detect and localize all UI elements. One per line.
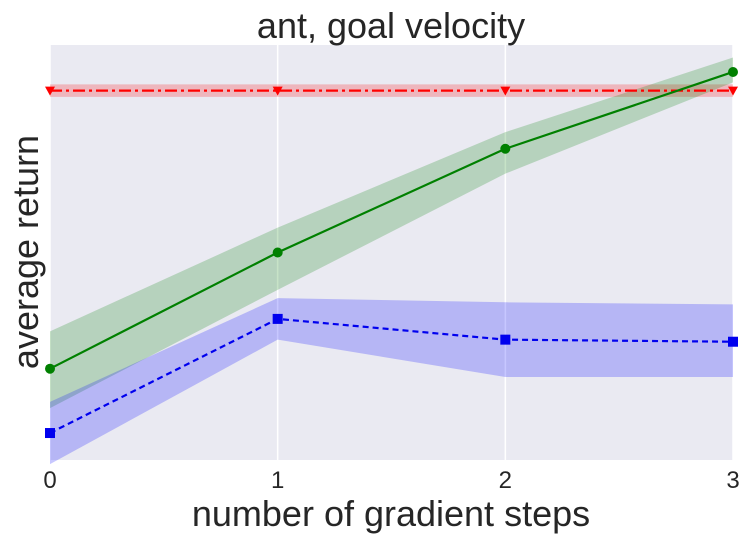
x-axis-label: number of gradient steps bbox=[192, 493, 590, 534]
series-2-point-1 bbox=[272, 313, 283, 324]
series-markers bbox=[45, 66, 738, 439]
series-1-point-0 bbox=[45, 363, 55, 374]
x-tick-labels: 0 1 2 3 bbox=[43, 467, 739, 494]
series-1-line bbox=[49, 70, 734, 370]
series-0-band bbox=[50, 84, 733, 97]
series-1-band bbox=[50, 57, 733, 409]
plot-area bbox=[50, 45, 733, 460]
series-0-point-0 bbox=[45, 86, 55, 96]
series-2-point-2 bbox=[500, 334, 511, 345]
series-1-point-2 bbox=[500, 143, 511, 154]
series-1-point-3 bbox=[728, 66, 738, 77]
series-2-point-3 bbox=[728, 336, 738, 347]
grid-lines bbox=[49, 45, 734, 460]
series-0-point-2 bbox=[500, 86, 511, 96]
x-tick-label-1: 1 bbox=[271, 467, 284, 494]
series-1-point-1 bbox=[272, 247, 283, 258]
series-2-point-0 bbox=[45, 428, 55, 439]
y-axis-label: average return bbox=[5, 135, 46, 369]
x-tick-label-2: 2 bbox=[499, 467, 512, 494]
series-0-point-3 bbox=[728, 86, 738, 96]
x-tick-label-3: 3 bbox=[726, 467, 739, 494]
chart-title: ant, goal velocity bbox=[257, 5, 525, 46]
x-tick-label-0: 0 bbox=[43, 467, 56, 494]
series-0-point-1 bbox=[272, 86, 283, 96]
series-lines bbox=[49, 70, 734, 435]
